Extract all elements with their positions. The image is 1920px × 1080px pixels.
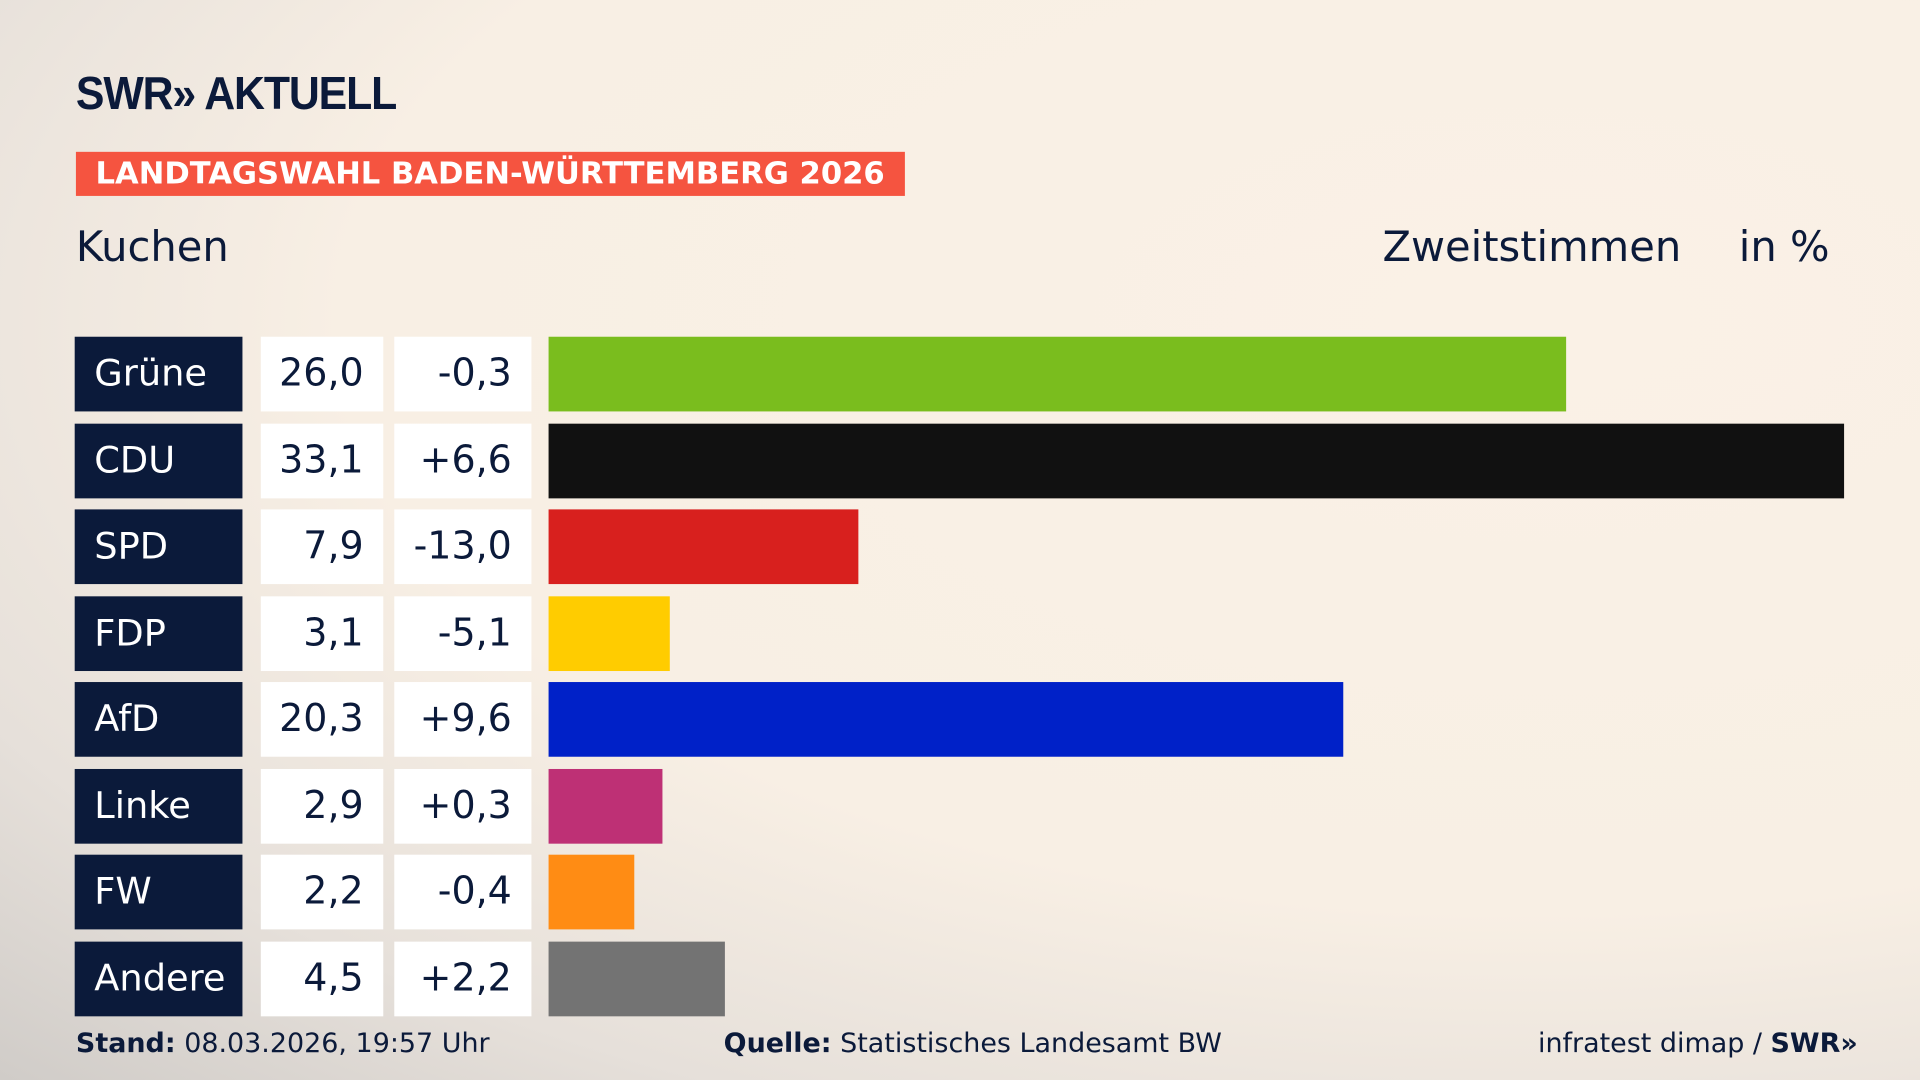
swr-logo: SWR» [1770,1028,1858,1060]
party-label: CDU [74,423,243,498]
diff-label: -13,0 [394,509,532,585]
timestamp: Stand: 08.03.2026, 19:57 Uhr [76,1029,490,1060]
bar [548,768,663,844]
election-banner: LANDTAGSWAHL BADEN-WÜRTTEMBERG 2026 [75,151,905,196]
bar [548,336,1567,412]
vote-type-label: Zweitstimmen [1382,222,1682,272]
bar [548,854,635,930]
bar [548,682,1344,757]
bar [548,595,670,671]
diff-label: +9,6 [394,682,532,757]
diff-label: +0,3 [394,768,532,844]
value-label: 3,1 [260,595,384,671]
source-value: Statistisches Landesamt BW [840,1028,1222,1060]
credit-text: infratest dimap / [1537,1028,1771,1060]
party-label: Andere [74,941,243,1016]
diff-label: -0,3 [394,336,532,412]
stand-value: 08.03.2026, 19:57 Uhr [184,1028,490,1060]
location-label: Kuchen [75,222,229,272]
party-label: Linke [74,768,243,844]
value-label: 20,3 [260,682,384,757]
value-label: 7,9 [260,509,384,585]
diff-label: -5,1 [394,595,532,671]
party-label: FDP [74,595,243,671]
swr-aktuell-logo: SWR» AKTUELL [75,68,397,121]
diff-label: -0,4 [394,854,532,930]
unit-label: in % [1738,222,1830,272]
value-label: 2,9 [260,768,384,844]
value-label: 26,0 [260,336,384,412]
party-label: FW [74,854,243,930]
source: Quelle: Statistisches Landesamt BW [724,1029,1222,1060]
credit: infratest dimap / SWR» [1538,1029,1858,1060]
party-label: Grüne [74,336,243,412]
bar [548,941,725,1016]
party-label: SPD [74,509,243,585]
value-label: 4,5 [260,941,384,1016]
source-label: Quelle: [723,1028,832,1060]
party-label: AfD [74,682,243,757]
diff-label: +2,2 [394,941,532,1016]
value-label: 33,1 [260,423,384,498]
stand-label: Stand: [75,1028,176,1060]
bar [548,423,1845,498]
bar [548,509,858,585]
value-label: 2,2 [260,854,384,930]
diff-label: +6,6 [394,423,532,498]
